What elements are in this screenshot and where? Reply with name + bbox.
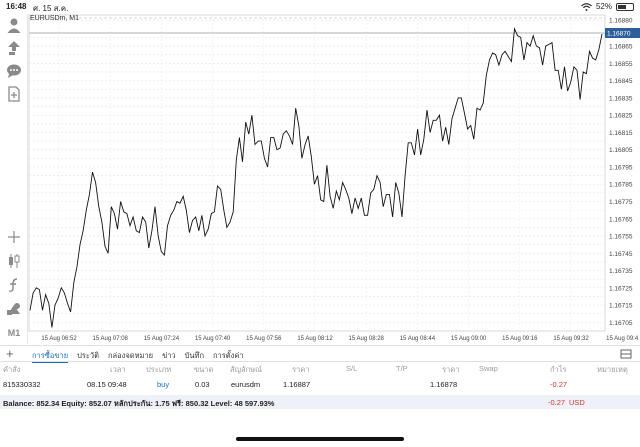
row-volume: 0.03 <box>195 380 210 389</box>
header-sl: S/L <box>346 364 358 373</box>
header-type: ประเภท <box>146 365 172 374</box>
x-tick-label: 15 Aug 08:12 <box>297 336 333 342</box>
timeframe-button[interactable]: M1 <box>7 328 21 338</box>
y-tick-label: 1.16825 <box>609 113 633 120</box>
x-tick-label: 15 Aug 09:32 <box>553 336 589 342</box>
total-profit: -0.27 <box>548 398 566 407</box>
y-tick-label: 1.16785 <box>609 182 633 189</box>
left-toolbar: M1 <box>0 14 28 344</box>
current-price-tag <box>605 28 640 38</box>
price-chart[interactable]: 1.16880 1.16865 1.16855 1.16845 1.16835 1.168… <box>28 14 640 344</box>
tab-3[interactable]: ข่าว <box>162 351 176 360</box>
y-tick-label: 1.16775 <box>609 199 633 206</box>
row-symbol: eurusdm <box>231 380 261 389</box>
y-tick-label: 1.16755 <box>609 234 633 241</box>
status-bar: 16:48 ศ. 15 ส.ค. 52% <box>0 0 640 14</box>
row-current-price: 1.16878 <box>430 380 458 389</box>
balance-bar: Balance: 852.34 Equity: 852.07 หลักประกั… <box>0 395 640 409</box>
header-order: คำสั่ง <box>3 365 21 374</box>
header-price: ราคา <box>292 365 310 374</box>
x-tick-label: 15 Aug 06:52 <box>41 336 77 342</box>
candlestick-icon[interactable] <box>5 252 23 270</box>
row-type: buy <box>157 380 170 389</box>
currency-label: USD <box>569 398 585 407</box>
chart-area[interactable]: 1.16880 1.16865 1.16855 1.16845 1.16835 1.168… <box>28 14 640 344</box>
table-row[interactable]: 815330332 08.15 09:48 buy 0.03 eurusdm 1… <box>0 380 640 392</box>
battery-icon <box>616 2 634 11</box>
tab-1[interactable]: ประวัติ <box>77 351 100 360</box>
trade-table-header: คำสั่ง เวลา ประเภท ขนาด สัญลักษณ์ ราคา S… <box>0 364 640 376</box>
y-tick-label: 1.16805 <box>609 147 633 154</box>
crosshair-icon[interactable] <box>5 228 23 246</box>
y-tick-label: 1.16705 <box>609 320 633 327</box>
status-right: 52% <box>581 2 634 11</box>
x-tick-label: 15 Aug 07:56 <box>246 336 282 342</box>
header-current-price: ราคา <box>442 365 460 374</box>
objects-icon[interactable] <box>5 300 23 318</box>
row-order: 815330332 <box>3 380 41 389</box>
row-profit: -0.27 <box>550 380 568 389</box>
header-time: เวลา <box>110 365 126 374</box>
y-tick-label: 1.16835 <box>609 95 633 102</box>
x-tick-label: 15 Aug 09:00 <box>451 336 487 342</box>
wifi-icon <box>581 2 592 11</box>
x-tick-label: 15 Aug 07:40 <box>195 336 231 342</box>
y-tick-label: 1.16880 <box>609 18 633 25</box>
y-tick-label: 1.16765 <box>609 216 633 223</box>
chat-icon[interactable] <box>5 62 23 80</box>
header-profit: กำไร <box>550 365 567 374</box>
chart-symbol-label: EURUSDm, M1 <box>30 15 80 22</box>
current-price-tag-label: 1.16870 <box>607 31 631 38</box>
trade-icon[interactable] <box>5 39 23 57</box>
y-tick-label: 1.16865 <box>609 44 633 51</box>
y-tick-label: 1.16735 <box>609 268 633 275</box>
y-tick-label: 1.16845 <box>609 78 633 85</box>
header-swap: Swap <box>479 364 498 373</box>
status-date: ศ. 15 ส.ค. <box>33 4 69 13</box>
tab-list: การซื้อขาย ประวัติ กล่องจดหมาย ข่าว บันทึก กา… <box>32 350 244 363</box>
tab-4[interactable]: บันทึก <box>184 351 205 360</box>
header-comment: หมายเหตุ <box>597 365 628 374</box>
x-tick-label: 15 Aug 08:44 <box>400 336 436 342</box>
price-series-line <box>29 27 603 328</box>
expand-panel-icon[interactable] <box>620 348 632 360</box>
header-symbol: สัญลักษณ์ <box>230 365 263 374</box>
header-volume: ขนาด <box>194 365 214 374</box>
x-tick-label: 15 Aug 07:24 <box>144 336 180 342</box>
x-tick-label: 15 Aug 07:08 <box>93 336 129 342</box>
row-price: 1.16887 <box>283 380 311 389</box>
row-time: 08.15 09:48 <box>87 380 127 389</box>
status-time: 16:48 <box>6 2 27 11</box>
y-tick-label: 1.16795 <box>609 164 633 171</box>
tab-5[interactable]: การตั้งค่า <box>213 351 244 360</box>
new-document-icon[interactable] <box>5 85 23 103</box>
add-order-icon[interactable]: + <box>6 346 14 361</box>
account-icon[interactable] <box>5 16 23 34</box>
indicator-icon[interactable] <box>5 276 23 294</box>
home-indicator[interactable] <box>236 437 404 441</box>
y-tick-label: 1.16745 <box>609 251 633 258</box>
plot-frame <box>28 14 606 332</box>
tab-0[interactable]: การซื้อขาย <box>32 350 69 363</box>
tab-2[interactable]: กล่องจดหมาย <box>108 351 154 360</box>
battery-percent: 52% <box>595 2 612 11</box>
y-tick-label: 1.16815 <box>609 130 633 137</box>
x-tick-label: 15 Aug 09:4 <box>606 336 639 342</box>
balance-text: Balance: 852.34 Equity: 852.07 หลักประกั… <box>3 399 275 408</box>
x-tick-label: 15 Aug 09:16 <box>502 336 538 342</box>
bottom-tab-bar: + การซื้อขาย ประวัติ กล่องจดหมาย ข่าว บันทึก… <box>0 345 640 363</box>
x-tick-label: 15 Aug 08:28 <box>349 336 385 342</box>
y-tick-label: 1.16725 <box>609 285 633 292</box>
y-tick-label: 1.16855 <box>609 61 633 68</box>
y-tick-label: 1.16715 <box>609 303 633 310</box>
header-tp: T/P <box>396 364 408 373</box>
